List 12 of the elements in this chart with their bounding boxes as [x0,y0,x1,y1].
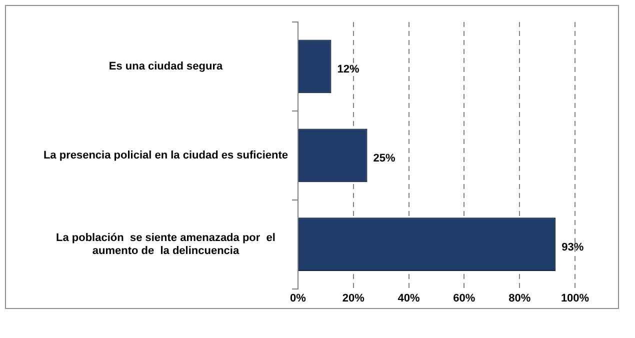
y-tick-label: La población se siente amenazada por el aumento de la delincuencia [56,232,276,257]
x-tick-label: 20% [342,292,365,304]
x-tick-label: 80% [508,292,531,304]
x-tick-label: 0% [290,292,306,304]
x-tick-label: 40% [398,292,420,304]
data-label: 93% [562,241,584,254]
y-tick-label: Es una ciudad segura [108,60,224,72]
data-label: 25% [373,152,396,164]
data-label: 12% [337,64,360,76]
x-tick-label: 60% [453,292,476,304]
y-tick-label: La presencia policial en la ciudad es suficiente [43,149,288,162]
x-tick-label: 100% [560,292,590,304]
